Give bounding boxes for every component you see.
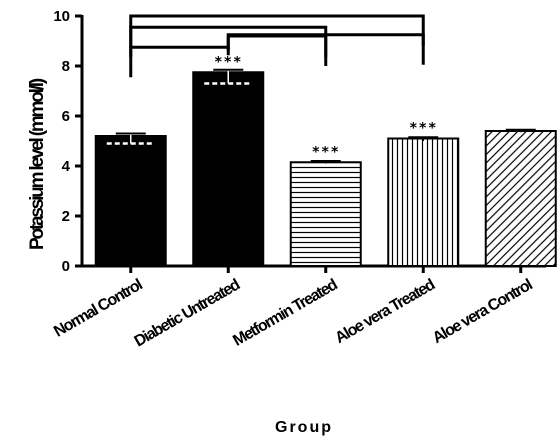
- x-category-label: Aloe vera Control: [430, 276, 536, 347]
- x-category-label: Normal Control: [51, 276, 145, 340]
- y-tick-label: 4: [62, 158, 71, 175]
- bar: [192, 71, 265, 267]
- y-tick-label: 6: [62, 108, 70, 125]
- x-category-label: Aloe vera Treated: [332, 276, 437, 347]
- bar: [387, 137, 460, 267]
- comparison-bracket: [129, 14, 425, 46]
- bar: [94, 135, 167, 267]
- y-axis-label: Potassium level (mmol/l): [27, 78, 48, 250]
- significance-label: ***: [312, 144, 340, 160]
- y-tick-label: 2: [62, 208, 70, 225]
- significance-label: ***: [214, 54, 242, 70]
- y-tick-label: 8: [62, 58, 70, 75]
- significance-label: ***: [409, 121, 437, 137]
- x-category-label: Diabetic Untreated: [132, 276, 243, 350]
- y-tick-label: 10: [53, 8, 70, 25]
- x-axis-label: Group: [275, 419, 333, 436]
- bar: [289, 161, 362, 267]
- comparison-bracket: [129, 45, 230, 78]
- x-category-label: Metformin Treated: [230, 276, 340, 349]
- comparison-bracket: [226, 33, 425, 65]
- y-tick-label: 0: [62, 258, 70, 275]
- plot-area: 0 2 4 6 8 10 Normal Control *** Diabetic Untreat…: [51, 8, 557, 350]
- comparison-bracket: [226, 34, 328, 66]
- bar: [484, 130, 557, 267]
